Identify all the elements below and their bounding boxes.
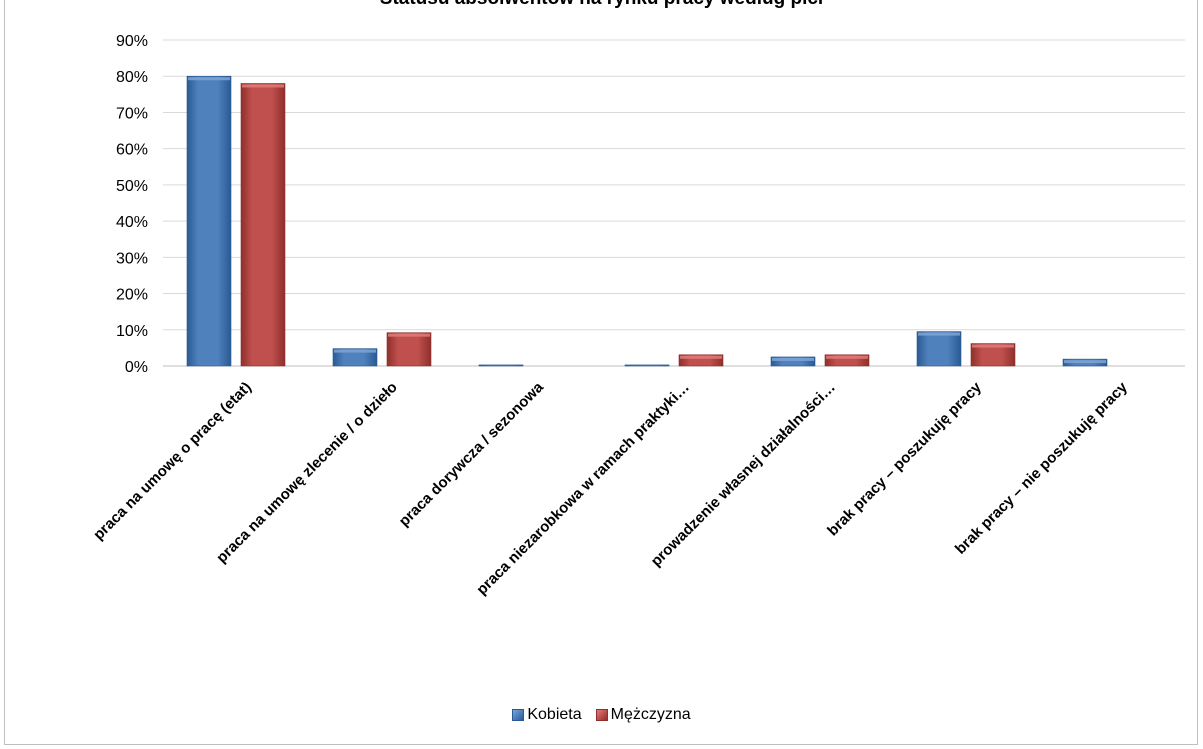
bar-bevel	[334, 349, 376, 353]
bar-bevel	[188, 77, 230, 81]
bar-kobieta-0	[186, 75, 232, 367]
legend-item-kobieta: Kobieta	[512, 706, 582, 724]
x-category-label: praca dorywcza / sezonowa	[396, 378, 548, 530]
legend: Kobieta Mężczyzna	[0, 706, 1203, 724]
y-tick-label: 10%	[116, 323, 148, 340]
legend-swatch-mezczyzna	[595, 709, 608, 721]
y-tick-label: 30%	[116, 250, 148, 267]
x-category-label: praca na umowę o pracę (etat)	[90, 379, 255, 544]
legend-item-mezczyzna: Mężczyzna	[595, 706, 691, 724]
bar-bevel	[1064, 360, 1106, 364]
y-tick-label: 90%	[116, 33, 148, 50]
bar-kobieta-1	[332, 348, 378, 367]
y-tick-label: 50%	[116, 178, 148, 195]
bar-mężczyzna-4	[824, 354, 870, 367]
bar-bevel	[242, 84, 284, 88]
bar-mężczyzna-0	[240, 83, 286, 367]
legend-label-mezczyzna: Mężczyzna	[610, 706, 691, 723]
y-tick-label: 20%	[116, 287, 148, 304]
bar-kobieta-5	[916, 331, 962, 367]
x-category-label: prowadzenie własnej działalności…	[648, 379, 839, 570]
legend-label-kobieta: Kobieta	[527, 706, 582, 723]
y-tick-label: 0%	[125, 359, 148, 376]
x-category-label: praca na umowę zlecenie / o dzieło	[213, 379, 401, 567]
x-category-label: brak pracy – nie poszukuję pracy	[952, 378, 1131, 557]
chart-title: Statusu absolwentów na rynku pracy wedłu…	[0, 0, 1203, 10]
bar-bevel	[826, 355, 868, 359]
bar-bevel	[680, 355, 722, 359]
y-tick-label: 80%	[116, 69, 148, 86]
bar-bevel	[918, 332, 960, 336]
bar-kobieta-2	[478, 364, 524, 367]
bar-bevel	[772, 357, 814, 361]
legend-swatch-kobieta	[512, 709, 525, 721]
bar-kobieta-3	[624, 364, 670, 367]
x-category-label: brak pracy – poszukuję pracy	[824, 378, 985, 539]
bar-mężczyzna-1	[386, 332, 432, 367]
y-tick-label: 70%	[116, 105, 148, 122]
chart-frame	[4, 0, 1198, 745]
y-tick-label: 40%	[116, 214, 148, 231]
bar-kobieta-4	[770, 356, 816, 367]
y-tick-label: 60%	[116, 142, 148, 159]
bar-mężczyzna-3	[678, 354, 724, 367]
bar-mężczyzna-5	[970, 343, 1016, 367]
bar-bevel	[972, 344, 1014, 348]
bar-bevel	[388, 333, 430, 337]
